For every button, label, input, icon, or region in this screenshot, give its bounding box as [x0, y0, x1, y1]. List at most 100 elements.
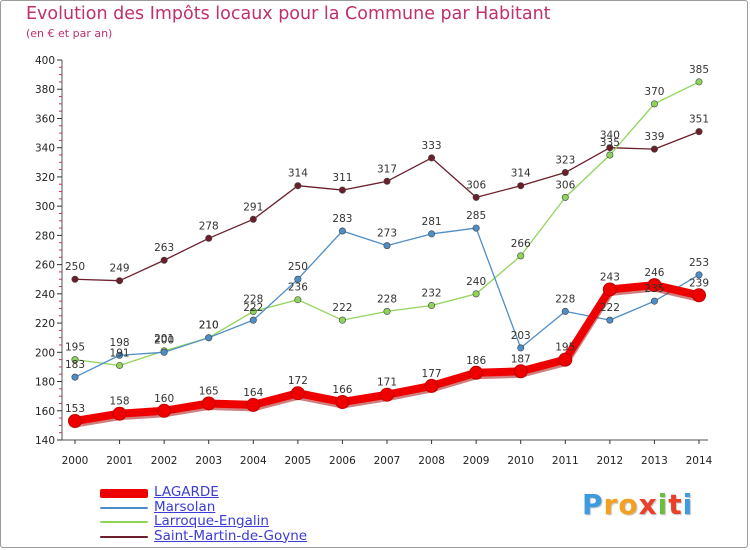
- data-label: 172: [288, 375, 308, 387]
- data-point: [561, 169, 569, 177]
- data-label: 160: [154, 393, 174, 405]
- y-tick-label: 380: [35, 84, 55, 96]
- data-label: 195: [65, 342, 85, 354]
- data-label: 222: [243, 302, 263, 314]
- logo-letter: r: [603, 488, 619, 521]
- data-label: 200: [154, 334, 174, 346]
- data-point: [383, 177, 391, 185]
- data-point: [469, 365, 484, 380]
- data-point: [338, 316, 346, 324]
- y-tick-label: 300: [35, 201, 55, 213]
- data-label: 333: [422, 140, 442, 152]
- data-label: 306: [555, 179, 575, 191]
- data-point: [205, 334, 213, 342]
- data-point: [294, 182, 302, 190]
- data-label: 222: [332, 302, 352, 314]
- data-point: [428, 302, 436, 310]
- data-point: [517, 182, 525, 190]
- x-tick-label: 2002: [151, 455, 178, 467]
- data-point: [335, 395, 350, 409]
- data-point: [428, 154, 436, 162]
- data-label: 187: [511, 353, 531, 365]
- data-point: [380, 387, 394, 402]
- y-tick-label: 260: [35, 260, 55, 272]
- x-tick-label: 2012: [596, 455, 623, 467]
- data-label: 164: [243, 387, 263, 399]
- series-line-saint-martin-de-goyne: [74, 131, 700, 282]
- y-tick-label: 320: [35, 172, 55, 184]
- x-tick-label: 2000: [62, 455, 89, 467]
- data-label: 228: [243, 293, 263, 305]
- y-tick-label: 280: [35, 230, 55, 242]
- data-label: 314: [288, 168, 308, 180]
- data-label: 385: [689, 64, 709, 76]
- data-point: [650, 145, 658, 153]
- data-point: [201, 396, 216, 411]
- data-point: [561, 193, 569, 201]
- data-point: [205, 234, 213, 242]
- legend-swatch: [100, 535, 148, 538]
- data-label: 246: [644, 267, 664, 279]
- data-label: 191: [110, 347, 130, 359]
- y-tick-label: 160: [35, 406, 55, 418]
- logo-letter: i: [682, 488, 694, 521]
- y-tick-label: 340: [35, 143, 55, 155]
- data-point: [246, 397, 261, 412]
- x-tick-label: 2011: [552, 455, 579, 467]
- data-label: 166: [332, 384, 352, 396]
- data-label: 266: [511, 238, 531, 250]
- x-tick-label: 2008: [418, 455, 445, 467]
- legend-label: LAGARDE: [154, 484, 219, 500]
- data-point: [160, 256, 168, 264]
- data-label: 370: [644, 86, 664, 98]
- data-point: [68, 414, 82, 428]
- data-label: 243: [600, 271, 620, 283]
- x-tick-label: 2013: [641, 455, 668, 467]
- legend-label: Larroque-Engalin: [154, 513, 269, 529]
- data-label: 340: [600, 130, 620, 142]
- data-label: 165: [199, 385, 219, 397]
- data-label: 249: [110, 263, 130, 275]
- data-label: 273: [377, 228, 397, 240]
- data-label: 198: [110, 337, 130, 349]
- data-label: 250: [288, 261, 308, 273]
- data-label: 285: [466, 210, 486, 222]
- series-line-larroque-engalin: [74, 81, 700, 367]
- data-label: 323: [555, 155, 575, 167]
- chart-subtitle: (en € et par an): [26, 27, 113, 40]
- data-point: [294, 275, 302, 283]
- data-label: 232: [422, 288, 442, 300]
- data-point: [71, 275, 79, 283]
- x-tick-label: 2005: [284, 455, 311, 467]
- data-point: [561, 307, 569, 315]
- x-tick-label: 2009: [463, 455, 490, 467]
- data-label: 203: [511, 330, 531, 342]
- data-label: 195: [555, 342, 575, 354]
- data-point: [647, 278, 662, 293]
- y-tick-label: 200: [35, 347, 55, 359]
- data-label: 314: [511, 168, 531, 180]
- data-label: 210: [199, 320, 219, 332]
- x-tick-label: 2006: [329, 455, 356, 467]
- data-label: 158: [110, 396, 130, 408]
- y-tick-label: 140: [35, 435, 55, 447]
- data-label: 222: [600, 302, 620, 314]
- data-label: 236: [288, 282, 308, 294]
- logo-letter: i: [657, 488, 669, 521]
- data-label: 291: [243, 201, 263, 213]
- data-point: [383, 307, 391, 315]
- x-tick-label: 2004: [240, 455, 267, 467]
- data-label: 250: [65, 261, 85, 273]
- data-label: 239: [689, 277, 709, 289]
- x-tick-label: 2010: [507, 455, 534, 467]
- legend-label: Saint-Martin-de-Goyne: [154, 527, 308, 544]
- data-label: 351: [689, 114, 709, 126]
- data-point: [558, 352, 573, 367]
- data-point: [606, 144, 614, 152]
- data-label: 253: [689, 257, 709, 269]
- data-point: [112, 406, 127, 421]
- data-point: [513, 364, 528, 379]
- data-point: [472, 290, 480, 298]
- data-label: 153: [65, 403, 85, 415]
- data-point: [71, 373, 79, 381]
